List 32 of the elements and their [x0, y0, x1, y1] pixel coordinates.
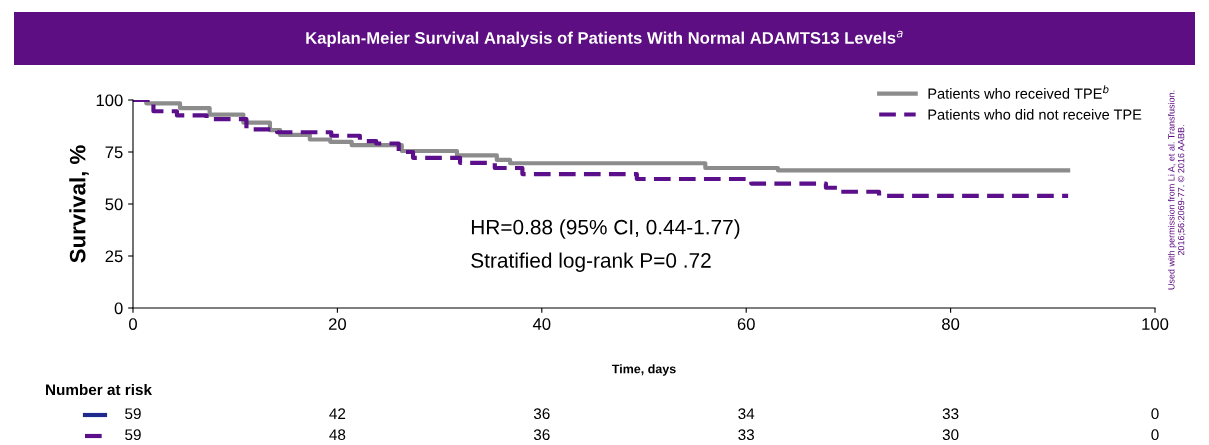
text: 42 [329, 408, 346, 419]
annotation: HR=0.88 (95% CI, 0.44-1.77) [471, 219, 740, 239]
y-tick-label: 75 [105, 146, 123, 159]
y-tick-label: 0 [114, 302, 123, 315]
text: 59 [125, 429, 141, 441]
text: 48 [329, 429, 346, 441]
y-tick-label: 100 [96, 94, 123, 107]
chart-title: Kaplan-Meier Survival Analysis of Patients With Normal ADAMTS13 Levels$^{a}$ [306, 30, 903, 48]
x-tick-label: 100 [1142, 318, 1169, 330]
text: Number at risk [46, 383, 152, 396]
x-tick-label: 0 [129, 318, 137, 330]
text: 0 [1151, 408, 1159, 420]
x-tick-label: 40 [532, 318, 551, 330]
text: 0 [1151, 429, 1159, 441]
y-axis-title: Survival, % [69, 145, 89, 263]
text: 36 [533, 408, 550, 420]
text: 33 [942, 408, 959, 420]
x-tick-label: 80 [942, 318, 960, 330]
text: Used with permission from Li A, et al. Transfusion. 2016;56:2069-77. © 2016 AABB. [1167, 90, 1186, 290]
text: 30 [942, 429, 959, 441]
x-tick-label: 60 [737, 318, 755, 330]
y-tick-label: 50 [105, 198, 123, 211]
text: 33 [738, 429, 755, 441]
y-tick-label: 25 [105, 250, 123, 263]
text: 36 [533, 429, 550, 441]
legend-label: Patients who did not receive TPE [928, 109, 1142, 120]
text: 59 [125, 408, 141, 420]
x-tick-label: 20 [328, 318, 347, 330]
annotation: Stratified log-rank P=0 .72 [471, 252, 711, 272]
x-axis-title: Time, days [611, 364, 676, 376]
text: 34 [738, 408, 755, 420]
legend-label: Patients who received TPE$^{b}$ [928, 85, 1109, 99]
